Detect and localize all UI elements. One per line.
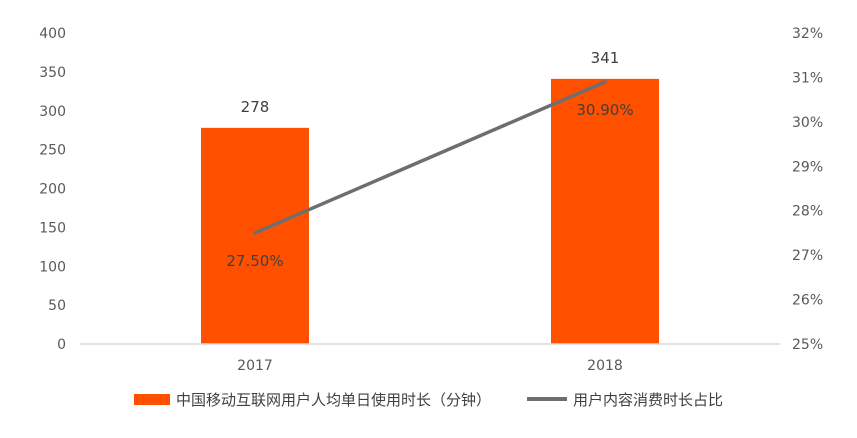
right-tick-label: 25% — [792, 337, 823, 353]
right-axis-ticks: 25% 26% 27% 28% 29% 30% 31% 32% — [792, 26, 823, 353]
bar-series — [201, 78, 659, 344]
x-tick-label: 2018 — [587, 358, 623, 374]
left-tick-label: 150 — [39, 220, 66, 236]
right-tick-label: 27% — [792, 248, 823, 264]
left-tick-label: 400 — [39, 26, 66, 42]
left-tick-label: 300 — [39, 104, 66, 120]
right-tick-label: 30% — [792, 115, 823, 131]
legend-line-swatch — [527, 397, 567, 401]
line-series — [253, 80, 607, 235]
x-axis-ticks: 2017 2018 — [237, 358, 623, 374]
line-value-label: 27.50% — [226, 252, 283, 270]
bar — [201, 127, 309, 344]
right-tick-label: 29% — [792, 159, 823, 175]
line-value-label: 30.90% — [576, 101, 633, 119]
right-tick-label: 32% — [792, 26, 823, 42]
left-axis-ticks: 0 50 100 150 200 250 300 350 400 — [39, 26, 66, 353]
legend-line-label: 用户内容消费时长占比 — [573, 390, 724, 409]
legend-item-line: 用户内容消费时长占比 — [527, 389, 723, 410]
left-tick-label: 0 — [57, 337, 66, 353]
left-tick-label: 50 — [48, 298, 66, 314]
chart-legend: 中国移动互联网用户人均单日使用时长（分钟） 用户内容消费时长占比 — [0, 384, 857, 414]
left-tick-label: 200 — [39, 182, 66, 198]
left-tick-label: 250 — [39, 143, 66, 159]
left-tick-label: 100 — [39, 259, 66, 275]
x-tick-label: 2017 — [237, 358, 273, 374]
right-tick-label: 28% — [792, 204, 823, 220]
right-tick-label: 31% — [792, 70, 823, 86]
right-tick-label: 26% — [792, 293, 823, 309]
bar-value-label: 341 — [591, 49, 620, 67]
data-labels: 278 341 27.50% 30.90% — [226, 49, 633, 270]
legend-bar-swatch — [133, 393, 170, 405]
legend-bar-label: 中国移动互联网用户人均单日使用时长（分钟） — [175, 390, 491, 409]
line-path — [253, 80, 607, 235]
bar — [551, 78, 659, 344]
legend-item-bar: 中国移动互联网用户人均单日使用时长（分钟） — [133, 389, 491, 410]
left-tick-label: 350 — [39, 65, 66, 81]
bar-value-label: 278 — [241, 98, 270, 116]
